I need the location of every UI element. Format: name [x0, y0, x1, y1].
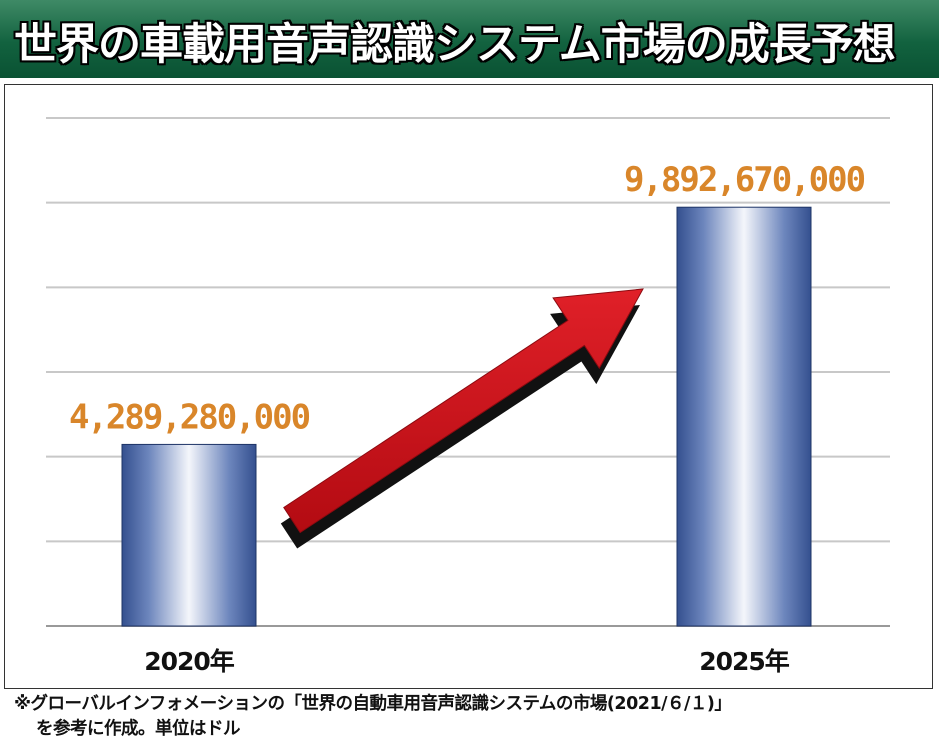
labels: 4,289,280,000 2020年 9,892,670,000 2025年 [69, 160, 867, 676]
source-line-2: を参考に作成。単位はドル [36, 719, 241, 739]
category-label-1: 2025年 [699, 647, 790, 676]
category-label-0: 2020年 [144, 647, 235, 676]
source-note: ※グローバルインフォメーションの「世界の自動車用音声認識システムの市場(2021… [14, 692, 932, 742]
bar-chart: 4,289,280,000 2020年 9,892,670,000 2025年 [46, 117, 890, 676]
value-label-0: 4,289,280,000 [69, 397, 310, 437]
growth-arrow-body [283, 288, 644, 534]
source-line-1: ※グローバルインフォメーションの「世界の自動車用音声認識システムの市場(2021… [14, 694, 732, 714]
bar-0 [121, 443, 257, 627]
title-bar: 世界の車載用音声認識システム市場の成長予想 [0, 0, 939, 78]
growth-arrow [280, 288, 644, 549]
bars [121, 206, 812, 627]
chart-title: 世界の車載用音声認識システム市場の成長予想 [14, 20, 896, 70]
bar-1 [676, 206, 812, 627]
value-label-1: 9,892,670,000 [624, 160, 865, 200]
